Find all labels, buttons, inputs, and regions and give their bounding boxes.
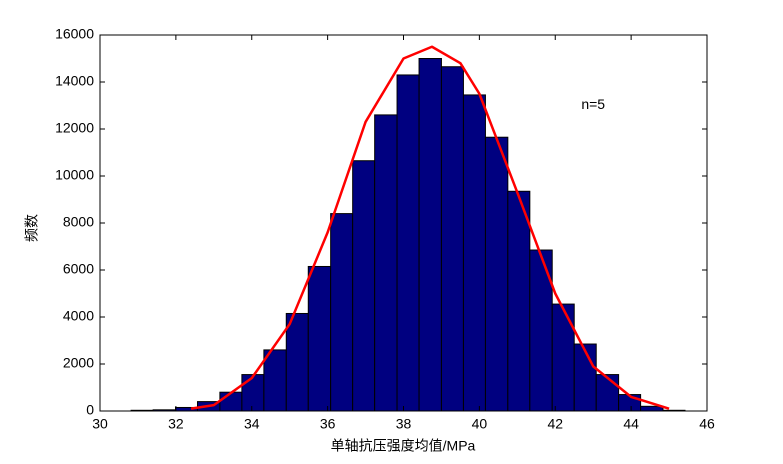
bar [374,114,398,412]
bar [396,74,420,412]
bar [263,349,287,412]
y-tick-label: 16000 [55,26,94,42]
bar [418,58,442,412]
bar [462,94,486,412]
x-tick-label: 34 [244,416,260,432]
annotation: n=5 [581,96,605,112]
y-tick-label: 12000 [55,120,94,136]
bar [285,312,309,412]
bar [595,374,620,412]
x-tick-label: 46 [699,416,715,432]
x-tick-label: 38 [396,416,412,432]
y-tick-label: 4000 [63,308,94,324]
x-tick-label: 40 [472,416,488,432]
y-tick-label: 14000 [55,73,94,89]
x-tick-label: 32 [168,416,184,432]
bar [219,391,243,412]
bar [352,160,376,412]
y-tick-label: 8000 [63,214,94,230]
y-tick-label: 0 [86,402,94,418]
x-tick-label: 36 [320,416,336,432]
bar [507,190,531,412]
bar [440,66,464,412]
x-tick-label: 42 [547,416,563,432]
fit-curve [190,45,670,410]
bar [484,136,509,412]
y-tick-label: 10000 [55,167,94,183]
bar [241,374,265,412]
x-tick-label: 30 [92,416,108,432]
y-tick-label: 6000 [63,261,94,277]
bar [573,343,597,412]
x-axis-label: 单轴抗压强度均值/MPa [331,438,476,454]
x-tick-label: 44 [623,416,639,432]
bar [330,213,354,412]
y-axis-label: 频数 [24,214,40,242]
bar [307,265,332,412]
y-tick-label: 2000 [63,355,94,371]
bar [551,303,575,412]
